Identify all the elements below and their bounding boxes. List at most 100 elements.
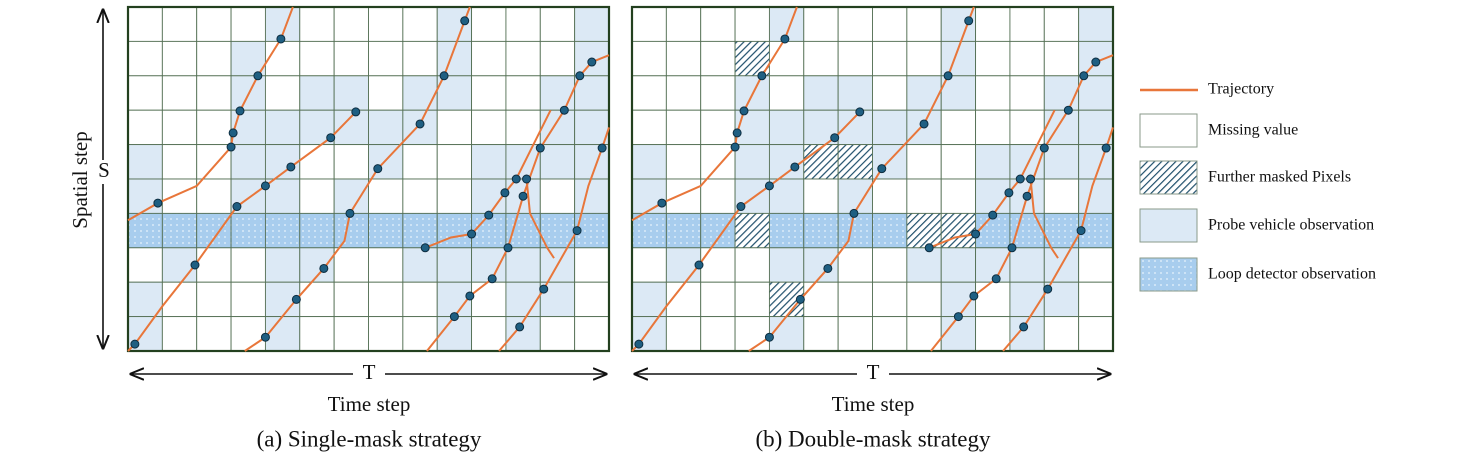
observation-dot xyxy=(1004,188,1014,198)
observation-dot xyxy=(190,260,200,270)
cell xyxy=(505,247,541,283)
cell xyxy=(700,75,736,111)
cell xyxy=(333,316,369,352)
cell xyxy=(872,6,908,42)
legend-box xyxy=(1139,257,1198,292)
observation-dot xyxy=(518,191,528,201)
observation-dot xyxy=(487,274,497,284)
observation-dot xyxy=(575,71,585,81)
observation-dot xyxy=(991,274,1001,284)
observation-dot xyxy=(988,210,998,220)
cell xyxy=(631,6,667,42)
observation-dot xyxy=(503,243,513,253)
legend-box xyxy=(1139,113,1198,148)
cell xyxy=(539,144,576,180)
observation-dot xyxy=(1079,71,1089,81)
cell xyxy=(539,6,576,42)
cell xyxy=(700,212,736,249)
cell xyxy=(436,178,473,214)
cell xyxy=(574,109,610,146)
cell xyxy=(975,109,1011,146)
observation-dot xyxy=(130,339,140,349)
cell xyxy=(1009,281,1045,318)
cell xyxy=(264,109,301,146)
cell xyxy=(127,281,163,318)
observation-dot xyxy=(790,162,800,172)
cell xyxy=(471,178,507,214)
cell xyxy=(574,75,610,111)
cell xyxy=(700,144,736,180)
cell xyxy=(299,281,335,318)
cell xyxy=(230,109,266,146)
cell xyxy=(196,6,232,42)
cell xyxy=(230,144,266,180)
cell xyxy=(1043,178,1080,214)
observation-dot xyxy=(439,71,449,81)
cell xyxy=(264,247,301,283)
cell xyxy=(940,178,977,214)
cell xyxy=(436,212,473,249)
cell xyxy=(837,281,873,318)
observation-dot xyxy=(291,294,301,304)
cell xyxy=(127,212,163,249)
cell xyxy=(803,212,839,249)
legend-text: Probe vehicle observation xyxy=(1208,217,1374,234)
cell xyxy=(734,316,770,352)
cell xyxy=(368,178,404,214)
cell xyxy=(368,281,404,318)
observation-dot xyxy=(535,143,545,153)
panel: T Time step (b) Double-mask strategy xyxy=(630,5,1115,451)
cell xyxy=(196,40,232,77)
cell xyxy=(906,281,942,318)
observation-dot xyxy=(1076,226,1086,236)
cell xyxy=(402,40,438,77)
cell xyxy=(631,281,667,318)
cell xyxy=(734,281,770,318)
legend: Trajectory Missing value Further masked … xyxy=(1139,81,1376,292)
cell xyxy=(196,178,232,214)
cell xyxy=(803,178,839,214)
cell xyxy=(837,144,873,180)
cell xyxy=(161,178,198,214)
cell xyxy=(505,6,541,42)
observation-dot xyxy=(276,34,286,44)
observation-dot xyxy=(924,243,934,253)
observation-dot xyxy=(855,107,865,117)
cell xyxy=(471,40,507,77)
observation-dot xyxy=(1101,143,1111,153)
trajectory xyxy=(424,109,552,249)
cell xyxy=(906,6,942,42)
cell xyxy=(1009,6,1045,42)
trajectory xyxy=(525,178,555,259)
observation-dot xyxy=(736,202,746,212)
spatial-label: Spatial step xyxy=(68,131,92,228)
cell xyxy=(837,212,873,249)
cell xyxy=(940,144,977,180)
cell xyxy=(803,316,839,352)
observation-dot xyxy=(260,181,270,191)
cell xyxy=(471,144,507,180)
cell xyxy=(975,6,1011,42)
observation-dot xyxy=(1015,174,1025,184)
cell xyxy=(299,178,335,214)
cell xyxy=(230,281,266,318)
cell xyxy=(906,40,942,77)
observation-dot xyxy=(373,164,383,174)
cell xyxy=(368,6,404,42)
observation-dot xyxy=(1043,284,1053,294)
cell xyxy=(196,212,232,249)
cell xyxy=(333,6,369,42)
cell xyxy=(196,109,232,146)
cell xyxy=(264,178,301,214)
cell xyxy=(333,178,369,214)
cell xyxy=(505,212,541,249)
cell xyxy=(1009,247,1045,283)
cell xyxy=(975,316,1011,352)
time-label: Time step xyxy=(328,392,411,416)
observation-dot xyxy=(823,263,833,273)
cell xyxy=(734,212,770,249)
observation-dot xyxy=(1022,191,1032,201)
cell xyxy=(402,178,438,214)
cell xyxy=(631,247,667,283)
caption: (a) Single-mask strategy xyxy=(257,426,482,451)
